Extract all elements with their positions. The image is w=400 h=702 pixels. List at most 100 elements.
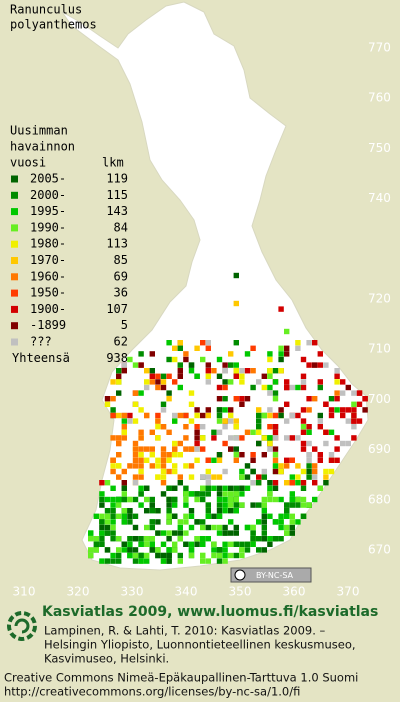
observation-square [205, 502, 211, 508]
observation-square [205, 368, 211, 374]
observation-square [323, 440, 329, 447]
observation-square [284, 480, 290, 486]
observation-square [289, 474, 295, 480]
observation-square [104, 558, 111, 564]
observation-square [334, 435, 340, 441]
observation-square [127, 513, 133, 519]
observation-square [239, 435, 245, 441]
observation-square [116, 547, 122, 553]
observation-square [222, 496, 228, 503]
observation-square [194, 373, 200, 379]
observation-square [272, 446, 279, 452]
observation-square [306, 362, 312, 368]
observation-square [250, 524, 256, 531]
legend-count: 119 [106, 172, 128, 186]
observation-square [300, 513, 307, 519]
observation-square [188, 508, 195, 514]
observation-square [328, 468, 335, 475]
legend-label: 2000- [30, 188, 66, 202]
observation-square [244, 463, 251, 469]
observation-square [267, 480, 273, 486]
observation-square [272, 463, 279, 469]
northing-label: 690 [368, 442, 391, 456]
observation-square [216, 457, 223, 463]
observation-square [233, 272, 239, 279]
observation-square [183, 530, 189, 536]
observation-square [172, 379, 178, 385]
observation-square [149, 536, 155, 542]
badge-text: BY-NC-SA [256, 571, 294, 580]
legend-total-label: Yhteensä [12, 351, 70, 365]
observation-square [272, 424, 279, 430]
observation-square [149, 502, 155, 508]
observation-square [267, 536, 273, 542]
observation-square [306, 407, 312, 413]
observation-square [121, 368, 127, 374]
observation-square [200, 496, 206, 503]
observation-square [233, 491, 239, 497]
observation-square [155, 552, 161, 559]
observation-square [250, 468, 256, 475]
observation-square [323, 468, 329, 475]
observation-square [116, 552, 122, 559]
observation-square [155, 474, 161, 480]
observation-square [99, 513, 105, 519]
observation-square [261, 513, 267, 519]
observation-square [110, 463, 116, 469]
observation-square [284, 463, 290, 469]
legend-total: 938 [106, 351, 128, 365]
observation-square [116, 463, 122, 469]
observation-square [127, 552, 133, 559]
observation-square [278, 356, 284, 363]
observation-square [177, 524, 183, 531]
observation-square [351, 435, 357, 441]
observation-square [93, 536, 99, 542]
observation-square [138, 446, 144, 452]
observation-square [188, 362, 195, 368]
observation-square [284, 435, 290, 441]
observation-square [110, 536, 116, 542]
observation-square [211, 524, 217, 531]
legend-swatch [11, 305, 18, 313]
observation-square [284, 513, 290, 519]
observation-square [233, 485, 239, 491]
northing-label: 770 [368, 41, 391, 55]
observation-square [88, 547, 94, 553]
observation-square [216, 552, 223, 559]
observation-square [284, 351, 290, 357]
observation-square [194, 345, 200, 351]
observation-square [166, 513, 172, 519]
observation-square [110, 508, 116, 514]
observation-square [300, 418, 307, 424]
observation-square [205, 558, 211, 564]
observation-square [272, 390, 279, 396]
observation-square [149, 547, 155, 553]
observation-square [149, 524, 155, 531]
observation-square [267, 412, 273, 419]
observation-square [278, 524, 284, 531]
legend-count: 69 [114, 269, 128, 283]
observation-square [278, 306, 284, 312]
observation-square [233, 424, 239, 430]
observation-square [110, 485, 116, 491]
observation-square [166, 558, 172, 564]
legend-swatch [11, 191, 18, 199]
observation-square [88, 552, 94, 559]
observation-square [233, 524, 239, 531]
observation-square [250, 536, 256, 542]
observation-square [166, 485, 172, 491]
observation-square [228, 418, 234, 424]
observation-square [250, 502, 256, 508]
observation-square [250, 429, 256, 435]
observation-square [166, 452, 172, 458]
observation-square [200, 552, 206, 559]
observation-square [256, 412, 262, 419]
observation-square [88, 530, 94, 536]
observation-square [233, 541, 239, 547]
observation-square [345, 407, 351, 413]
observation-square [272, 485, 279, 491]
observation-square [340, 440, 346, 447]
observation-square [166, 508, 172, 514]
observation-square [116, 440, 122, 447]
observation-square [110, 407, 116, 413]
